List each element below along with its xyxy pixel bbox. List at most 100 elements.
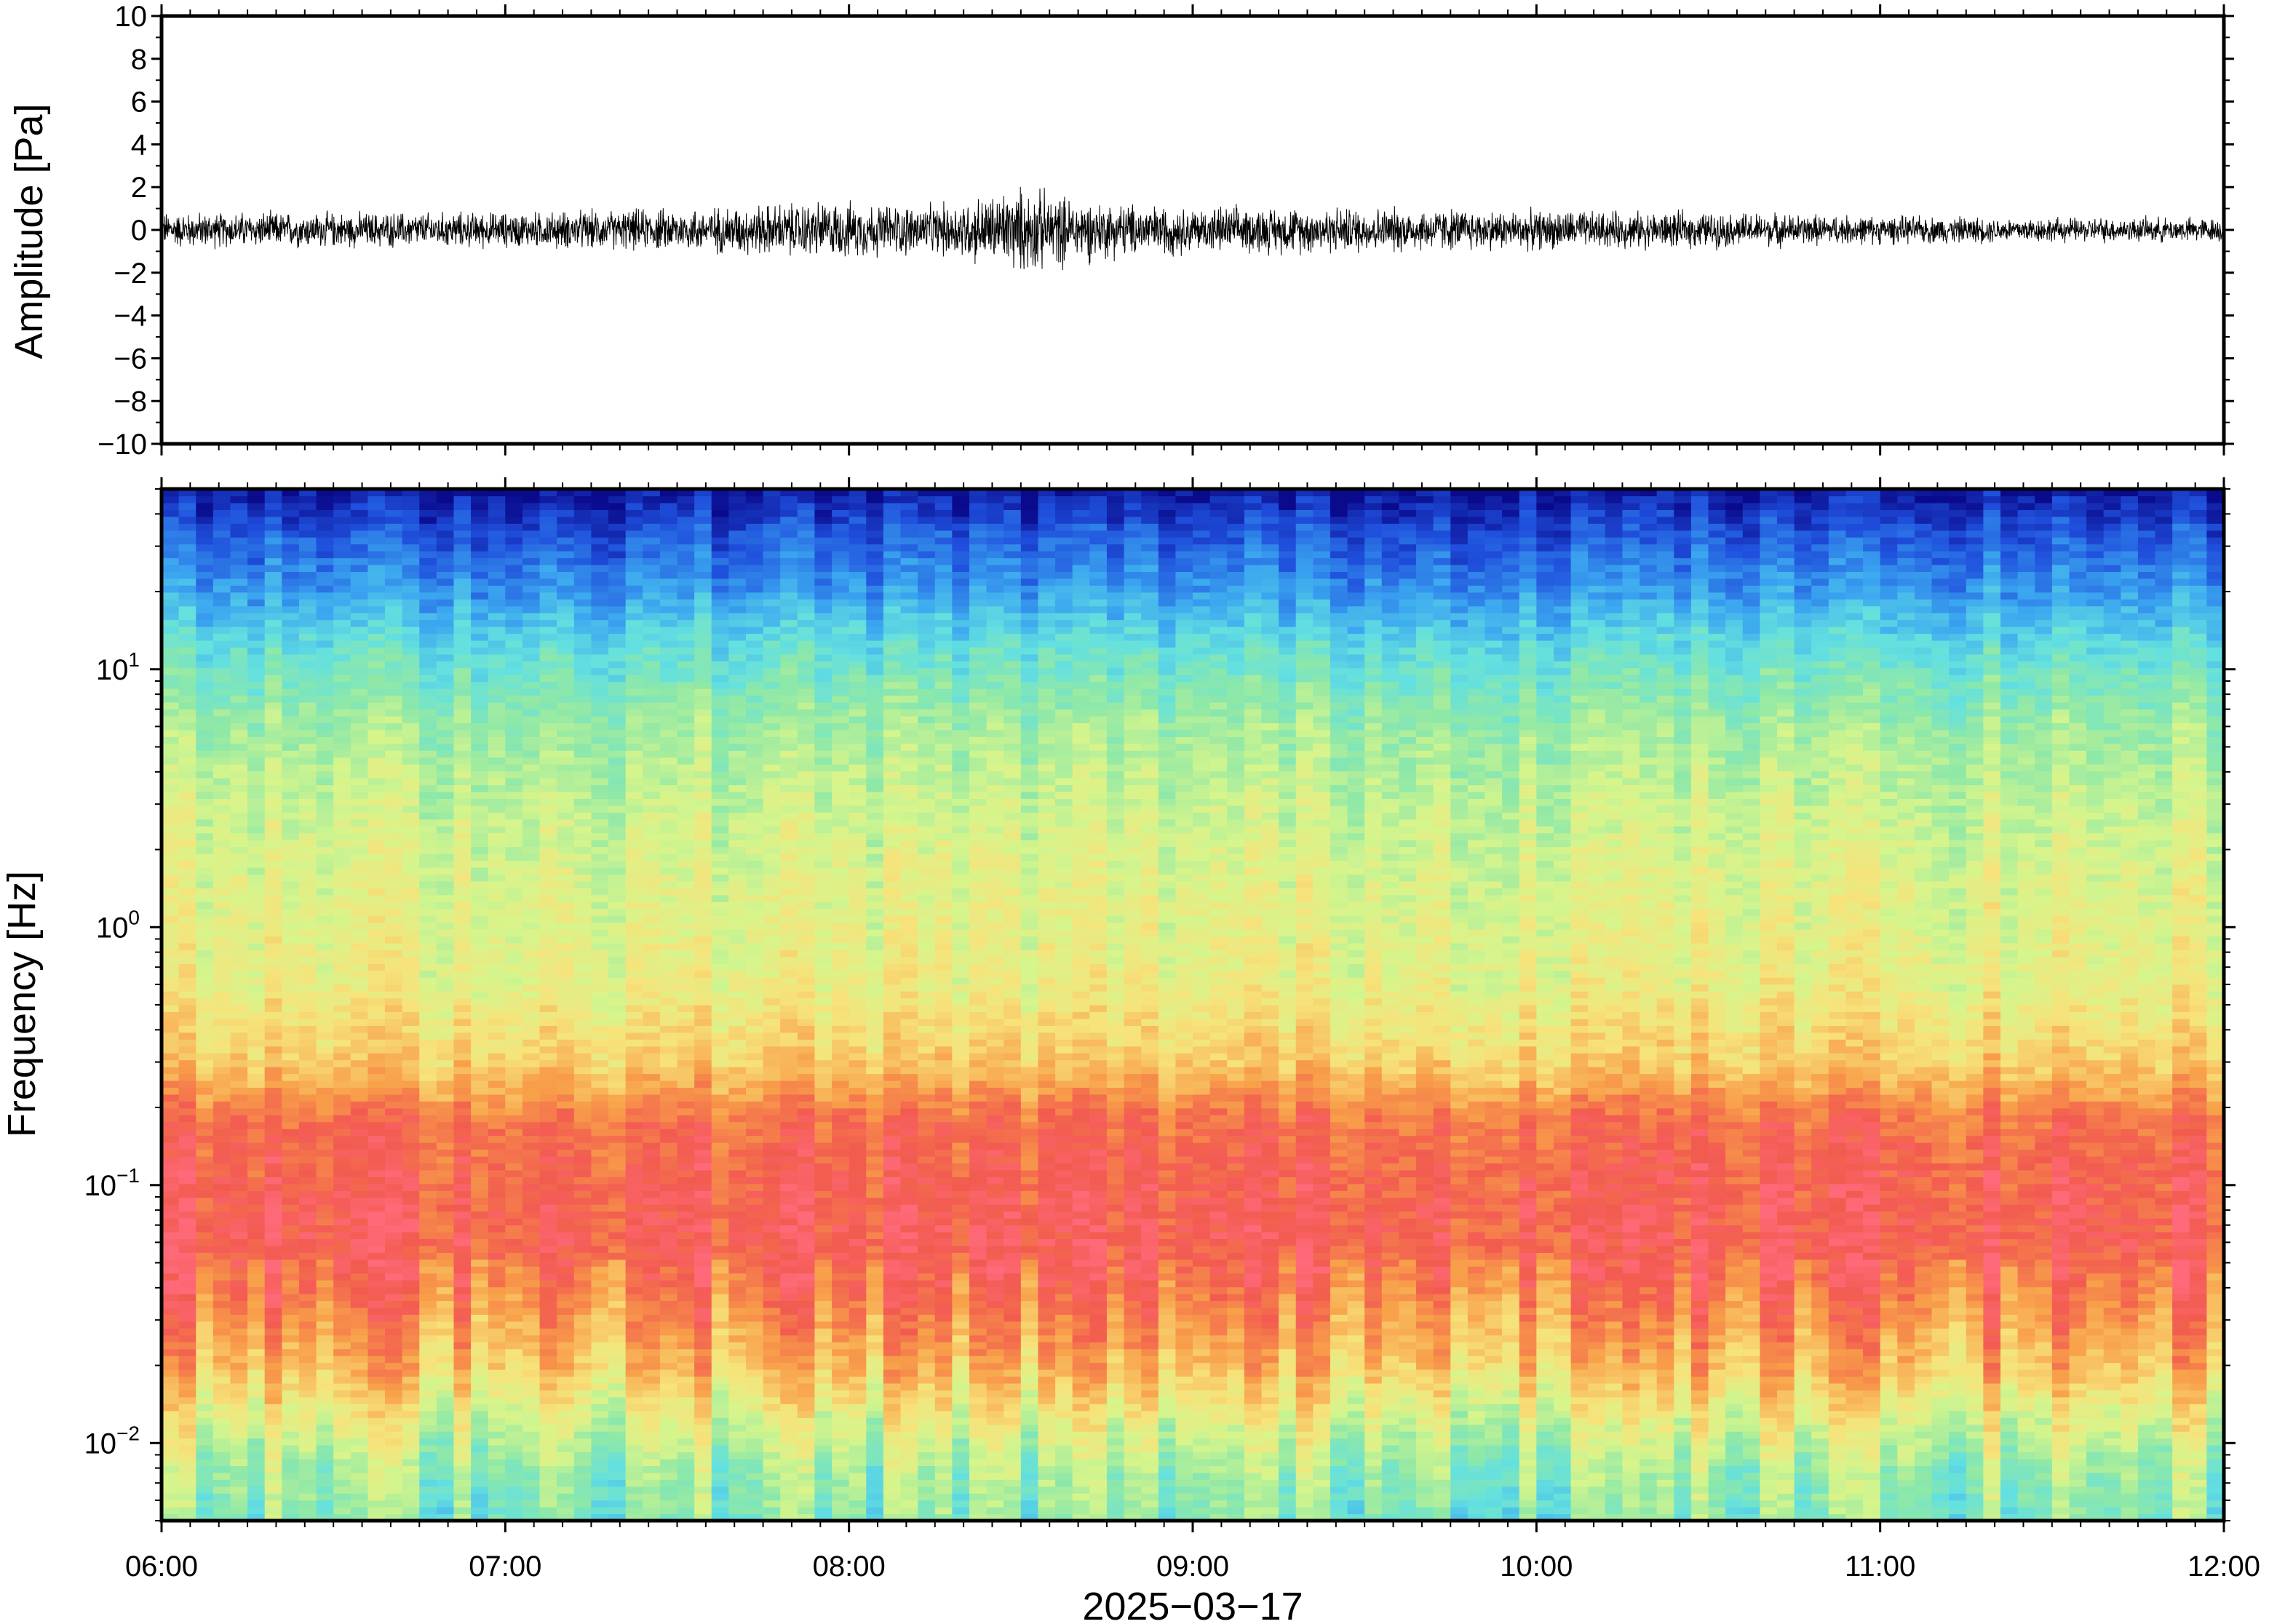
spectrogram-cell (1605, 1390, 1624, 1398)
spectrogram-cell (2051, 1410, 2070, 1418)
spectrogram-cell (230, 1328, 248, 1336)
spectrogram-cell (591, 1390, 609, 1398)
spectrogram-cell (212, 1424, 231, 1432)
spectrogram-cell (2189, 1438, 2207, 1446)
spectrogram-cell (436, 1472, 455, 1480)
spectrogram-cell (333, 1266, 351, 1274)
spectrogram-cell (2069, 1369, 2087, 1377)
spectrogram-cell (2189, 1431, 2207, 1439)
spectrogram-cell (1931, 1307, 1950, 1315)
spectrogram-cell (934, 1431, 953, 1439)
spectrogram-cell (1536, 1300, 1554, 1308)
spectrogram-cell (814, 1438, 833, 1446)
spectrogram-cell (1553, 1500, 1572, 1508)
spectrogram-cell (539, 1328, 557, 1336)
spectrogram-cell (2206, 1273, 2225, 1281)
spectrogram-cell (1536, 1486, 1554, 1494)
spectrogram-cell (212, 1465, 231, 1473)
spectrogram-cell (1089, 1245, 1108, 1253)
spectrogram-cell (1004, 1300, 1022, 1308)
spectrogram-cell (1914, 1493, 1933, 1501)
spectrogram-cell (1485, 1314, 1503, 1322)
spectrogram-cell (1690, 1362, 1709, 1370)
spectrogram-cell (1897, 1280, 1915, 1288)
spectrogram-cell (797, 1294, 816, 1302)
spectrogram-cell (1760, 1500, 1778, 1508)
spectrogram-cell (505, 1404, 523, 1412)
spectrogram-cell (1313, 1273, 1331, 1281)
spectrogram-cell (1690, 1465, 1709, 1473)
spectrogram-cell (212, 1334, 231, 1342)
spectrogram-cell (780, 1424, 798, 1432)
spectrogram-cell (1433, 1245, 1451, 1253)
spectrogram-cell (298, 1321, 317, 1329)
spectrogram-cell (728, 1500, 747, 1508)
spectrogram-cell (557, 1479, 575, 1487)
spectrogram-cell (1588, 1424, 1606, 1432)
spectrogram-cell (1656, 1500, 1674, 1508)
spectrogram-cell (1175, 1438, 1193, 1446)
spectrogram-cell (1811, 1342, 1829, 1350)
spectrogram-cell (1124, 1445, 1142, 1453)
spectrogram-cell (883, 1259, 902, 1267)
spectrogram-cell (488, 1513, 506, 1521)
spectrogram-cell (282, 1362, 300, 1370)
spectrogram-cell (2086, 1314, 2105, 1322)
spectrogram-cell (986, 1465, 1004, 1473)
spectrogram-cell (866, 1286, 884, 1294)
spectrogram-cell (1828, 1362, 1847, 1370)
spectrogram-cell (814, 1472, 833, 1480)
spectrogram-cell (1467, 1431, 1486, 1439)
spectrogram-cell (196, 1507, 214, 1515)
spectrogram-cell (2086, 1252, 2105, 1260)
spectrogram-cell (333, 1273, 351, 1281)
spectrogram-cell (1931, 1404, 1950, 1412)
spectrogram-cell (1640, 1348, 1658, 1356)
spectrogram-cell (1106, 1307, 1125, 1315)
spectrogram-cell (625, 1321, 643, 1329)
spectrogram-cell (419, 1493, 437, 1501)
spectrogram-cell (1983, 1410, 2001, 1418)
spectrogram-cell (1570, 1362, 1589, 1370)
spectrogram-cell (1880, 1362, 1898, 1370)
spectrogram-cell (814, 1382, 833, 1390)
spectrogram-cell (1914, 1458, 1933, 1466)
spectrogram-cell (178, 1458, 196, 1466)
spectrogram-cell (247, 1334, 266, 1342)
spectrogram-cell (1004, 1348, 1022, 1356)
spectrogram-cell (1175, 1362, 1193, 1370)
spectrogram-cell (1570, 1348, 1589, 1356)
spectrogram-cell (1158, 1294, 1176, 1302)
spectrogram-cell (1004, 1493, 1022, 1501)
spectrogram-cell (557, 1445, 575, 1453)
spectrogram-cell (1072, 1328, 1090, 1336)
spectrogram-cell (934, 1513, 953, 1521)
spectrogram-cell (1553, 1465, 1572, 1473)
spectrogram-cell (1364, 1472, 1383, 1480)
spectrogram-cell (1004, 1266, 1022, 1274)
spectrogram-cell (1760, 1259, 1778, 1267)
spectrogram-cell (797, 1348, 816, 1356)
spectrogram-cell (814, 1294, 833, 1302)
spectrogram-cell (1313, 1396, 1331, 1404)
spectrogram-cell (1588, 1328, 1606, 1336)
spectrogram-cell (797, 1500, 816, 1508)
spectrogram-cell (471, 1369, 489, 1377)
spectrogram-cell (1261, 1500, 1279, 1508)
spectrogram-cell (402, 1500, 420, 1508)
spectrogram-cell (350, 1513, 368, 1521)
spectrogram-cell (1158, 1300, 1176, 1308)
spectrogram-cell (1089, 1472, 1108, 1480)
spectrogram-cell (1983, 1493, 2001, 1501)
spectrogram-cell (1450, 1500, 1469, 1508)
spectrogram-cell (1776, 1328, 1795, 1336)
spectrogram-cell (745, 1328, 764, 1336)
spectrogram-cell (1536, 1266, 1554, 1274)
spectrogram-cell (1416, 1472, 1434, 1480)
spectrogram-cell (1845, 1458, 1864, 1466)
spectrogram-cell (866, 1438, 884, 1446)
spectrogram-cell (1158, 1321, 1176, 1329)
spectrogram-cell (1450, 1280, 1469, 1288)
spectrogram-cell (2017, 1404, 2035, 1412)
spectrogram-cell (419, 1348, 437, 1356)
